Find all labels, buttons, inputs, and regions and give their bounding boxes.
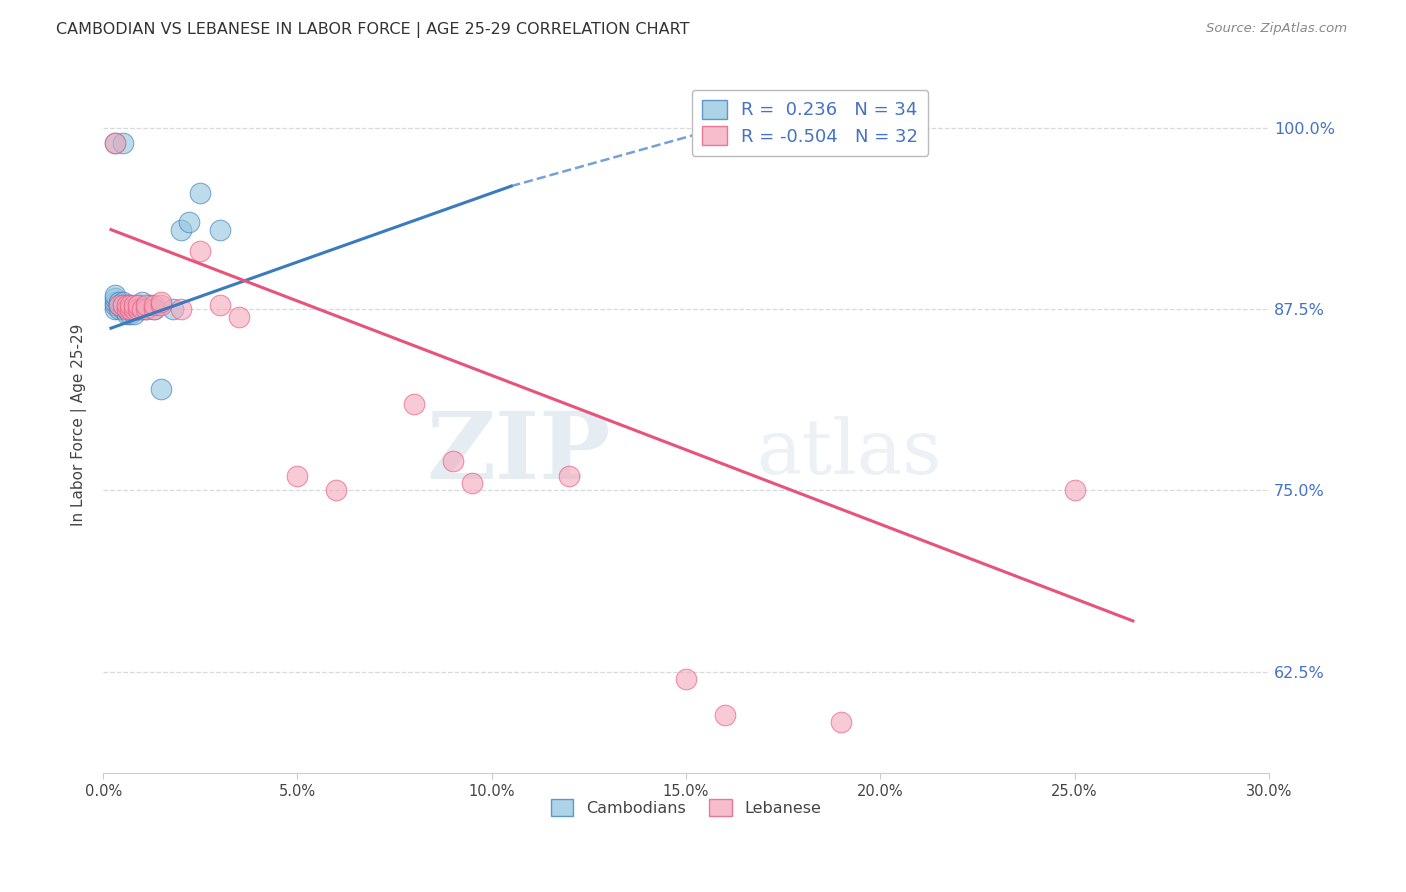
- Point: [675, 672, 697, 686]
- Point: [228, 310, 250, 324]
- Point: [104, 288, 127, 302]
- Point: [325, 483, 347, 498]
- Point: [124, 302, 146, 317]
- Point: [461, 476, 484, 491]
- Point: [170, 302, 193, 317]
- Point: [111, 298, 134, 312]
- Point: [208, 298, 231, 312]
- Point: [714, 708, 737, 723]
- Legend: Cambodians, Lebanese: Cambodians, Lebanese: [543, 791, 830, 824]
- Point: [120, 307, 142, 321]
- Point: [135, 302, 157, 317]
- Point: [127, 302, 149, 317]
- Point: [287, 469, 309, 483]
- Point: [135, 302, 157, 317]
- Point: [111, 295, 134, 310]
- Point: [127, 298, 149, 312]
- Text: ZIP: ZIP: [426, 408, 610, 498]
- Point: [131, 302, 153, 317]
- Point: [115, 302, 138, 317]
- Point: [441, 454, 464, 468]
- Text: Source: ZipAtlas.com: Source: ZipAtlas.com: [1206, 22, 1347, 36]
- Point: [104, 298, 127, 312]
- Point: [150, 295, 173, 310]
- Point: [177, 215, 200, 229]
- Point: [115, 298, 138, 312]
- Point: [111, 298, 134, 312]
- Point: [120, 298, 142, 312]
- Point: [104, 136, 127, 150]
- Point: [208, 222, 231, 236]
- Point: [120, 302, 142, 317]
- Y-axis label: In Labor Force | Age 25-29: In Labor Force | Age 25-29: [72, 324, 87, 526]
- Point: [104, 291, 127, 305]
- Point: [124, 298, 146, 312]
- Point: [115, 307, 138, 321]
- Point: [104, 136, 127, 150]
- Point: [170, 222, 193, 236]
- Point: [188, 244, 211, 259]
- Point: [104, 295, 127, 310]
- Point: [124, 302, 146, 317]
- Point: [131, 295, 153, 310]
- Point: [107, 295, 129, 310]
- Point: [131, 302, 153, 317]
- Point: [115, 302, 138, 317]
- Point: [107, 298, 129, 312]
- Point: [120, 302, 142, 317]
- Point: [162, 302, 184, 317]
- Point: [107, 302, 129, 317]
- Text: atlas: atlas: [756, 416, 942, 490]
- Point: [402, 396, 425, 410]
- Point: [111, 302, 134, 317]
- Point: [558, 469, 581, 483]
- Point: [188, 186, 211, 201]
- Point: [830, 715, 852, 730]
- Point: [120, 298, 142, 312]
- Text: CAMBODIAN VS LEBANESE IN LABOR FORCE | AGE 25-29 CORRELATION CHART: CAMBODIAN VS LEBANESE IN LABOR FORCE | A…: [56, 22, 690, 38]
- Point: [124, 307, 146, 321]
- Point: [111, 136, 134, 150]
- Point: [107, 298, 129, 312]
- Point: [135, 298, 157, 312]
- Point: [150, 382, 173, 396]
- Point: [1063, 483, 1085, 498]
- Point: [127, 298, 149, 312]
- Point: [142, 298, 165, 312]
- Point: [139, 298, 162, 312]
- Point: [104, 302, 127, 317]
- Point: [115, 298, 138, 312]
- Point: [142, 302, 165, 317]
- Point: [142, 302, 165, 317]
- Point: [150, 298, 173, 312]
- Point: [127, 302, 149, 317]
